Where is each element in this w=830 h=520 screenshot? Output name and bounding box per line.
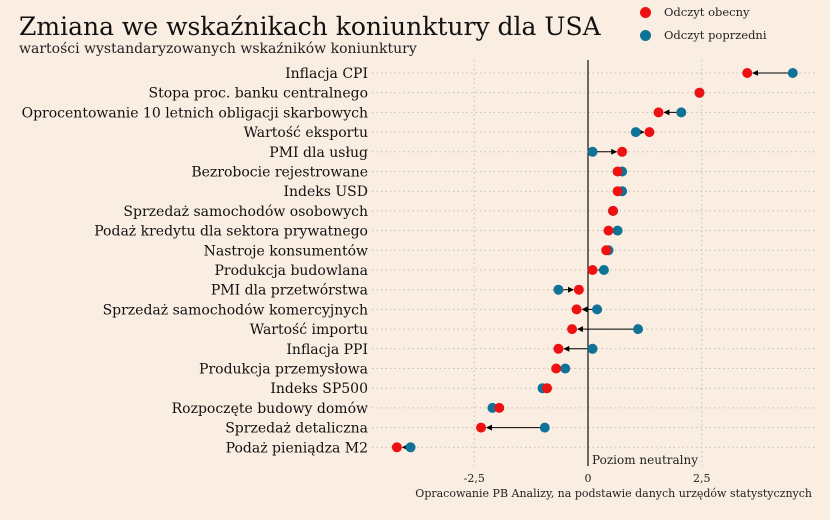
point-previous [560, 363, 571, 374]
category-label: Inflacja CPI [285, 66, 368, 82]
category-label: Stopa proc. banku centralnego [149, 86, 368, 102]
point-current [542, 383, 553, 394]
x-tick-label: -2,5 [464, 472, 485, 485]
chart-subtitle: wartości wystandaryzowanych wskaźników k… [19, 41, 417, 57]
legend-label-current: Odczyt obecny [664, 5, 750, 19]
legend-marker-current [640, 6, 651, 18]
point-current [476, 422, 487, 433]
point-current [694, 87, 705, 98]
x-tick-label: 2,5 [693, 472, 711, 485]
point-current [644, 127, 655, 138]
point-previous [592, 304, 603, 315]
point-previous [553, 284, 564, 295]
point-current [612, 186, 623, 197]
category-label: Inflacja PPI [286, 342, 368, 358]
source-note: Opracowanie PB Analizy, na podstawie dan… [415, 487, 812, 500]
point-current [617, 146, 628, 157]
category-label: Sprzedaż samochodów komercyjnych [103, 302, 368, 318]
point-current [553, 343, 564, 354]
point-current [587, 265, 598, 275]
point-previous [630, 127, 641, 138]
category-label: Wartość importu [250, 322, 368, 338]
category-label: Indeks SP500 [270, 381, 368, 397]
category-label: Produkcja budowlana [214, 263, 368, 279]
point-current [608, 205, 619, 216]
point-previous [633, 324, 644, 335]
point-current [742, 68, 753, 78]
point-current [603, 225, 614, 236]
point-current [601, 245, 612, 256]
x-tick-label: 0 [585, 472, 592, 485]
point-current [653, 107, 664, 118]
legend-label-previous: Odczyt poprzedni [664, 28, 767, 42]
point-previous [539, 422, 550, 433]
point-current [571, 304, 582, 315]
legend-item-previous: Odczyt poprzedni [640, 28, 767, 42]
category-label: Indeks USD [283, 184, 368, 200]
point-current [551, 363, 562, 374]
chart-title: Zmiana we wskaźnikach koniunktury dla US… [19, 12, 601, 41]
legend-item-current: Odczyt obecny [640, 5, 750, 19]
category-label: Sprzedaż detaliczna [225, 421, 368, 437]
category-label: Podaż kredytu dla sektora prywatnego [94, 224, 368, 240]
category-label: PMI dla usług [269, 145, 368, 161]
category-label: Oprocentowanie 10 letnich obligacji skar… [22, 105, 368, 121]
category-label: Sprzedaż samochodów osobowych [123, 204, 368, 220]
point-previous [405, 442, 416, 453]
category-label: Bezrobocie rejestrowane [191, 165, 368, 181]
legend-marker-previous [640, 29, 651, 41]
category-label: Produkcja przemysłowa [199, 362, 368, 378]
point-previous [587, 146, 598, 157]
category-label: PMI dla przetwórstwa [211, 283, 368, 299]
point-current [494, 402, 505, 413]
category-label: Nastroje konsumentów [204, 243, 368, 259]
point-current [573, 284, 584, 295]
category-label: Rozpoczęte budowy domów [172, 401, 368, 417]
point-current [391, 442, 402, 453]
point-current [567, 324, 578, 335]
point-previous [676, 107, 687, 118]
point-previous [612, 225, 623, 236]
zero-line-label: Poziom neutralny [592, 453, 698, 467]
point-previous [787, 68, 798, 78]
point-previous [598, 265, 609, 275]
point-current [612, 166, 623, 177]
category-label: Podaż pieniądza M2 [226, 440, 368, 456]
category-label: Wartość eksportu [244, 125, 368, 141]
point-previous [587, 343, 598, 354]
